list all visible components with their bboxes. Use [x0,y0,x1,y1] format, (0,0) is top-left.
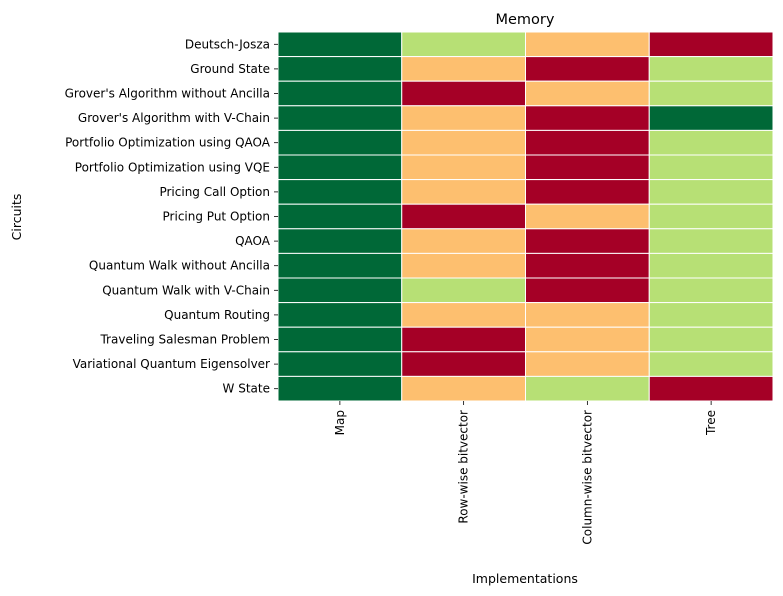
heatmap-cell [525,375,650,402]
heatmap-cell [401,179,526,205]
heatmap-cell [648,228,774,254]
y-tick-label: Grover's Algorithm without Ancilla [65,87,270,101]
heatmap-cell [277,277,403,304]
heatmap-cell [648,203,774,230]
y-tick-label: Deutsch-Josza [185,37,270,51]
y-axis-label: Circuits [9,194,24,241]
heatmap-cell [277,252,403,279]
heatmap-cell [525,203,650,230]
heatmap-cell [277,351,403,377]
heatmap-cell [401,277,526,304]
heatmap-cell [648,154,774,181]
y-tick-label: Quantum Walk without Ancilla [89,259,270,273]
heatmap-cell [277,129,403,156]
heatmap-cell [401,351,526,377]
heatmap-cell [648,56,774,82]
heatmap-cell [401,80,526,107]
y-tick-label: Portfolio Optimization using QAOA [65,136,271,150]
heatmap-cell [525,326,650,353]
y-tick-label: Ground State [190,62,270,76]
heatmap-cell [525,56,650,82]
y-tick-label: Variational Quantum Eigensolver [73,357,270,371]
heatmap-cell [525,277,650,304]
y-tick-label: Pricing Put Option [163,210,270,224]
x-tick-label: Map [333,410,347,435]
heatmap-cell [401,56,526,82]
heatmap-cell [648,351,774,377]
heatmap-cell [401,105,526,131]
heatmap-cell [525,228,650,254]
heatmap-cell [525,129,650,156]
heatmap-cell [401,252,526,279]
y-tick-label: Quantum Walk with V-Chain [102,283,270,297]
chart-title: Memory [496,12,555,28]
x-tick-label: Column-wise bitvector [580,410,594,545]
heatmap-cell [277,80,403,107]
heatmap-cell [525,351,650,377]
heatmap-cell [525,154,650,181]
heatmap-cell [277,302,403,328]
y-tick-label: Grover's Algorithm with V-Chain [78,111,270,125]
heatmap-cell [648,129,774,156]
heatmap-cell [401,326,526,353]
heatmap-cell [525,179,650,205]
heatmap-cell [277,56,403,82]
heatmap-cell [401,129,526,156]
heatmap-cell [401,203,526,230]
heatmap-cell [277,203,403,230]
heatmap-cell [277,154,403,181]
y-tick-label: Quantum Routing [164,308,270,322]
heatmap-cell [525,80,650,107]
heatmap-cell [648,252,774,279]
heatmap-cell [277,31,403,58]
heatmap-cell [648,277,774,304]
heatmap-cell [648,302,774,328]
heatmap-cell [277,326,403,353]
y-tick-label: QAOA [235,234,271,248]
heatmap-cell [648,179,774,205]
y-tick-label: W State [223,382,270,396]
heatmap-cell [401,154,526,181]
heatmap-cell [277,228,403,254]
x-tick-label: Row-wise bitvector [457,410,471,524]
heatmap-cell [525,31,650,58]
heatmap-cell [277,105,403,131]
heatmap-cell [648,31,774,58]
heatmap-cell [401,228,526,254]
heatmap-cell [525,302,650,328]
x-tick-label: Tree [704,410,718,436]
x-axis-ticks: Map Row-wise bitvector Column-wise bitvect… [333,401,718,545]
heatmap-cell [525,252,650,279]
heatmap-cell [277,375,403,402]
heatmap-cell [648,80,774,107]
heatmap-cell [525,105,650,131]
heatmap-cells [277,31,774,402]
heatmap-cell [401,302,526,328]
x-axis-label: Implementations [472,571,578,586]
heatmap-cell [401,375,526,402]
heatmap-cell [648,105,774,131]
heatmap-cell [277,179,403,205]
y-tick-label: Portfolio Optimization using VQE [75,160,270,174]
heatmap-cell [401,31,526,58]
y-tick-label: Pricing Call Option [159,185,270,199]
heatmap-cell [648,375,774,402]
y-tick-label: Traveling Salesman Problem [99,333,270,347]
heatmap-cell [648,326,774,353]
y-axis-ticks: Deutsch-Josza Ground State Grover's Algori… [65,37,278,396]
